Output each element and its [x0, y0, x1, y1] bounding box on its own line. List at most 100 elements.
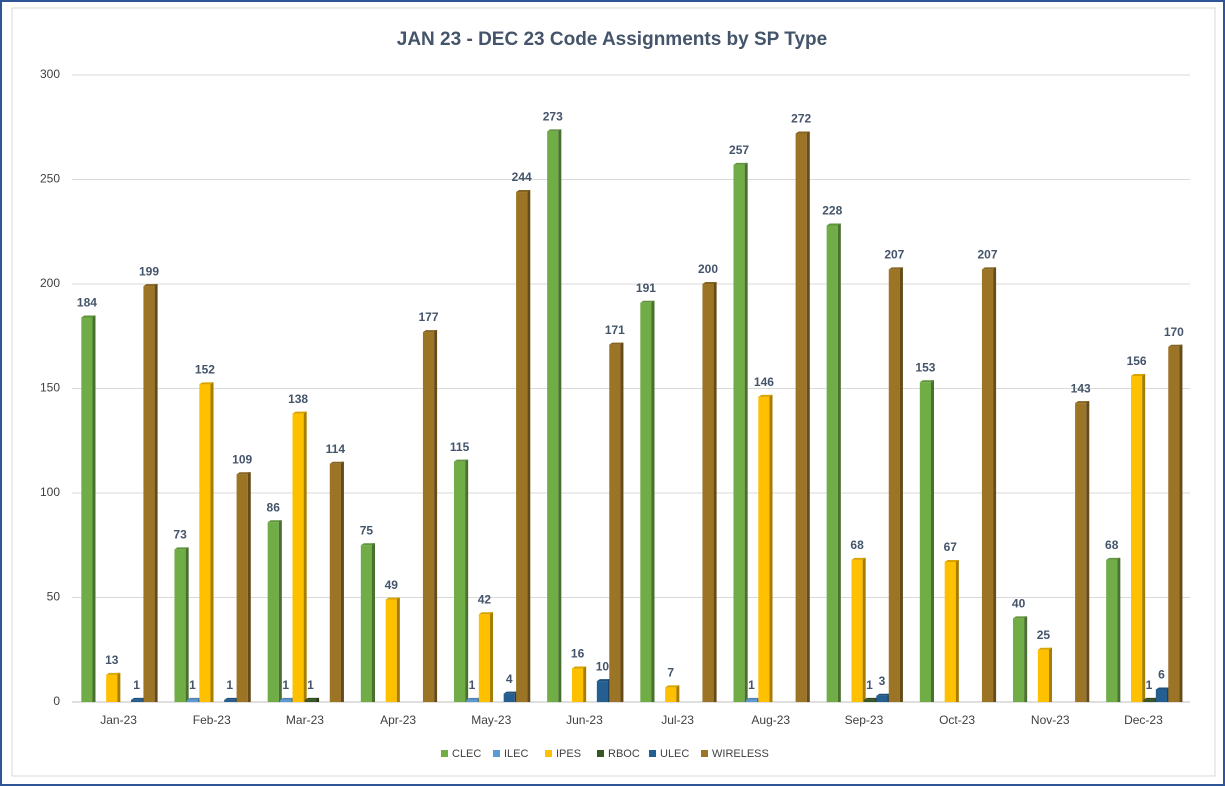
- bar: [81, 315, 96, 702]
- data-label: 73: [173, 528, 187, 542]
- legend-swatch: [545, 750, 552, 757]
- data-label: 16: [571, 647, 585, 661]
- legend-label: ULEC: [660, 748, 689, 760]
- data-label: 10: [596, 659, 610, 673]
- data-label: 4: [506, 672, 513, 686]
- data-label: 207: [884, 248, 904, 262]
- data-label: 152: [195, 362, 215, 376]
- legend-swatch: [597, 750, 604, 757]
- bar: [131, 697, 146, 702]
- x-tick-label: Jul-23: [661, 713, 694, 727]
- x-tick-label: Jan-23: [100, 713, 137, 727]
- data-label: 1: [1146, 678, 1153, 692]
- bar: [640, 300, 655, 702]
- bar: [1106, 557, 1121, 702]
- bar: [863, 697, 879, 702]
- bar: [1155, 687, 1171, 702]
- bar: [1168, 344, 1183, 702]
- bar: [702, 282, 717, 702]
- data-label: 191: [636, 281, 656, 295]
- data-label: 1: [226, 678, 233, 692]
- data-label: 42: [478, 592, 492, 606]
- data-label: 6: [1158, 668, 1165, 682]
- bar: [1143, 697, 1158, 702]
- data-label: 1: [748, 678, 755, 692]
- data-label: 273: [543, 110, 563, 124]
- bar: [280, 697, 295, 702]
- bar: [106, 672, 121, 702]
- bar: [758, 394, 773, 702]
- data-label: 1: [189, 678, 196, 692]
- y-tick-label: 150: [40, 381, 60, 395]
- bar: [944, 559, 959, 702]
- data-label: 1: [307, 678, 314, 692]
- bar: [609, 342, 624, 702]
- legend-label: ILEC: [504, 748, 529, 760]
- data-label: 171: [605, 323, 625, 337]
- bar: [360, 543, 375, 702]
- x-tick-label: Sep-23: [845, 713, 884, 727]
- bar: [199, 382, 214, 702]
- data-label: 68: [850, 538, 864, 552]
- legend-swatch: [649, 750, 656, 757]
- legend-label: RBOC: [608, 748, 640, 760]
- data-label: 109: [232, 452, 252, 466]
- data-label: 244: [512, 170, 532, 184]
- x-tick-label: Aug-23: [751, 713, 790, 727]
- bar: [503, 691, 518, 702]
- bar: [304, 697, 320, 702]
- bar: [876, 693, 891, 702]
- bar: [851, 557, 866, 702]
- data-label: 184: [77, 296, 97, 310]
- x-tick-label: Jun-23: [566, 713, 603, 727]
- data-label: 1: [282, 678, 289, 692]
- bar: [478, 612, 494, 702]
- legend-label: IPES: [556, 748, 581, 760]
- bar: [292, 411, 307, 702]
- data-label: 13: [105, 653, 119, 667]
- data-label: 272: [791, 112, 811, 126]
- data-label: 67: [944, 540, 958, 554]
- y-tick-label: 50: [47, 590, 61, 604]
- bar: [422, 330, 438, 702]
- bar: [919, 380, 934, 702]
- bar: [385, 597, 400, 702]
- bar: [795, 131, 810, 702]
- data-label: 153: [915, 360, 935, 374]
- data-label: 1: [469, 678, 476, 692]
- bar: [1012, 616, 1028, 702]
- chart-title: JAN 23 - DEC 23 Code Assignments by SP T…: [397, 29, 827, 50]
- data-label: 86: [267, 500, 281, 514]
- data-label: 68: [1105, 538, 1119, 552]
- x-tick-label: May-23: [471, 713, 511, 727]
- data-label: 200: [698, 262, 718, 276]
- bar: [981, 267, 997, 702]
- data-label: 25: [1037, 628, 1051, 642]
- data-label: 156: [1127, 354, 1147, 368]
- legend-label: CLEC: [452, 748, 481, 760]
- x-tick-label: Nov-23: [1031, 713, 1070, 727]
- y-tick-label: 300: [40, 67, 60, 81]
- bar: [453, 459, 469, 702]
- x-tick-label: Oct-23: [939, 713, 975, 727]
- bar: [665, 685, 680, 702]
- x-tick-label: Mar-23: [286, 713, 324, 727]
- data-label: 170: [1164, 325, 1184, 339]
- bar: [1037, 647, 1053, 702]
- bar: [733, 162, 748, 702]
- y-tick-label: 200: [40, 276, 60, 290]
- bar: [329, 461, 344, 702]
- y-tick-label: 0: [53, 694, 60, 708]
- bar: [466, 697, 481, 702]
- bar: [571, 666, 587, 702]
- x-tick-label: Apr-23: [380, 713, 416, 727]
- bar: [547, 129, 562, 702]
- legend-swatch: [441, 750, 448, 757]
- data-label: 114: [326, 442, 346, 456]
- y-tick-label: 250: [40, 172, 60, 186]
- data-label: 207: [978, 248, 998, 262]
- bar: [745, 697, 761, 702]
- bar: [1075, 401, 1090, 702]
- bar: [267, 520, 282, 702]
